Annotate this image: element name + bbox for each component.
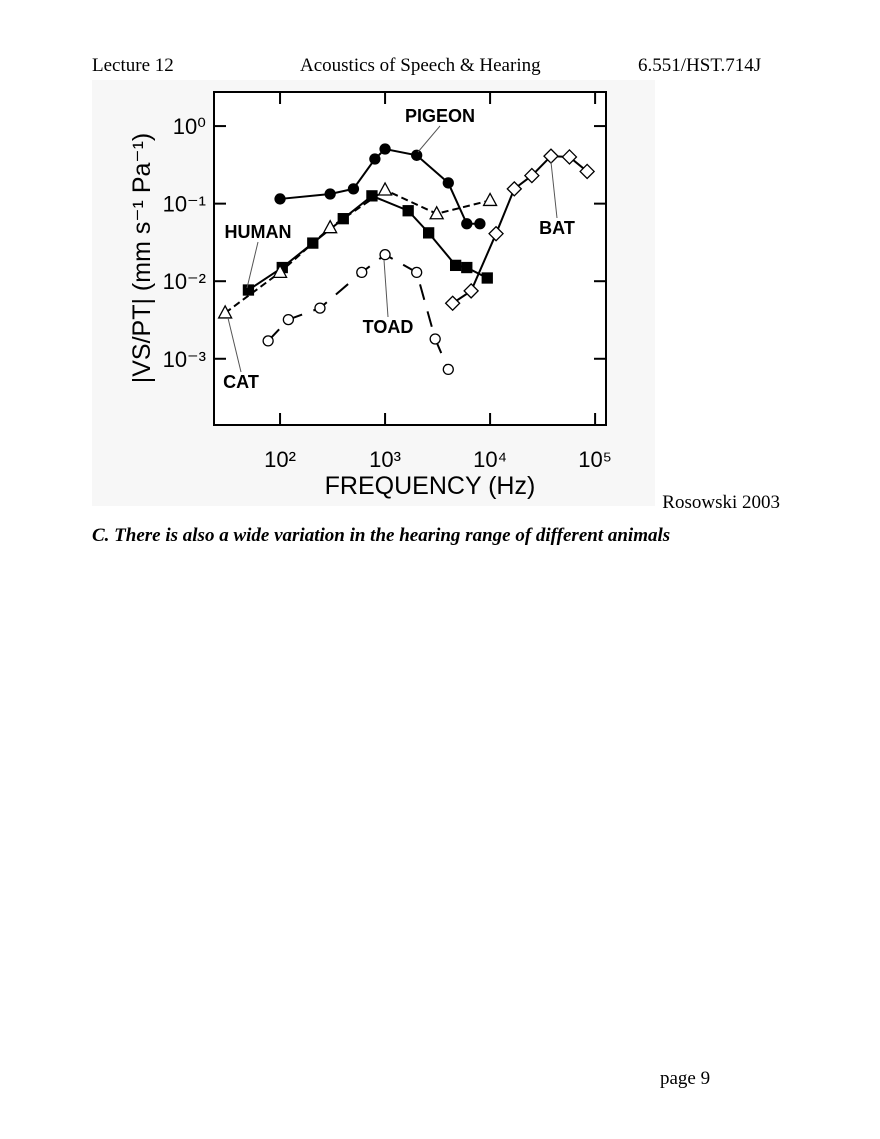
data-point (379, 248, 391, 261)
x-tick-label: 10⁴ (473, 447, 507, 472)
data-point (461, 218, 473, 230)
data-point (282, 313, 295, 326)
series-label: BAT (539, 218, 575, 238)
data-point (488, 225, 504, 242)
series-label: CAT (223, 372, 259, 392)
footer: page 9 (660, 1068, 710, 1089)
data-point (579, 163, 596, 180)
data-point (481, 272, 493, 284)
credit: Rosowski 2003 (662, 492, 780, 513)
series-label: HUMAN (225, 222, 292, 242)
header-left: Lecture 12 (92, 55, 174, 76)
label-leader (417, 125, 441, 153)
data-point (314, 302, 326, 314)
data-point (337, 213, 349, 225)
data-point (506, 180, 523, 197)
series-label: TOAD (363, 317, 414, 337)
data-point (217, 304, 233, 319)
header-right: 6.551/HST.714J (638, 55, 761, 76)
data-point (429, 333, 441, 345)
data-point (461, 261, 473, 274)
data-point (379, 143, 391, 155)
label-leader (550, 161, 558, 219)
y-tick-label: 10⁻¹ (163, 192, 206, 217)
data-point (442, 177, 454, 189)
caption: C. There is also a wide variation in the… (92, 525, 670, 546)
data-point (561, 149, 578, 165)
header-center: Acoustics of Speech & Hearing (300, 55, 541, 76)
data-point (377, 181, 393, 196)
data-point (324, 188, 336, 200)
data-point (272, 264, 288, 279)
data-point (482, 192, 498, 207)
data-point (422, 227, 435, 239)
data-point (347, 183, 360, 195)
series-line (224, 188, 491, 314)
data-point (474, 218, 486, 230)
data-point (242, 284, 255, 296)
y-tick-label: 10⁻³ (163, 347, 206, 372)
plot-frame (213, 91, 607, 426)
data-point (444, 295, 461, 312)
x-tick-label: 10² (264, 447, 296, 472)
series-label: PIGEON (405, 106, 475, 126)
y-tick-label: 10⁻² (163, 269, 206, 294)
label-leader (227, 317, 242, 373)
data-point (442, 363, 454, 376)
x-axis-label: FREQUENCY (Hz) (325, 472, 536, 500)
data-point (369, 153, 381, 165)
data-point (356, 266, 368, 279)
data-point (463, 282, 480, 299)
data-point (322, 219, 338, 234)
data-point (402, 205, 414, 217)
x-tick-label: 10³ (369, 447, 401, 472)
label-leader (246, 241, 259, 289)
data-point (274, 193, 286, 205)
label-leader (383, 259, 389, 318)
data-point (262, 335, 274, 347)
data-point (429, 205, 445, 220)
plot: 10² 10³ 10⁴ 10⁵ 10⁰ 10⁻¹ 10⁻² 10⁻³ PIGEON HUMAN CA… (163, 92, 612, 472)
data-point (523, 167, 540, 184)
data-point (449, 259, 462, 272)
x-tick-label: 10⁵ (578, 447, 612, 472)
y-tick-label: 10⁰ (173, 114, 206, 139)
data-point (411, 266, 423, 279)
data-point (411, 149, 423, 161)
y-axis-label: |VS/PT| (mm s⁻¹ Pa⁻¹) (128, 133, 156, 384)
